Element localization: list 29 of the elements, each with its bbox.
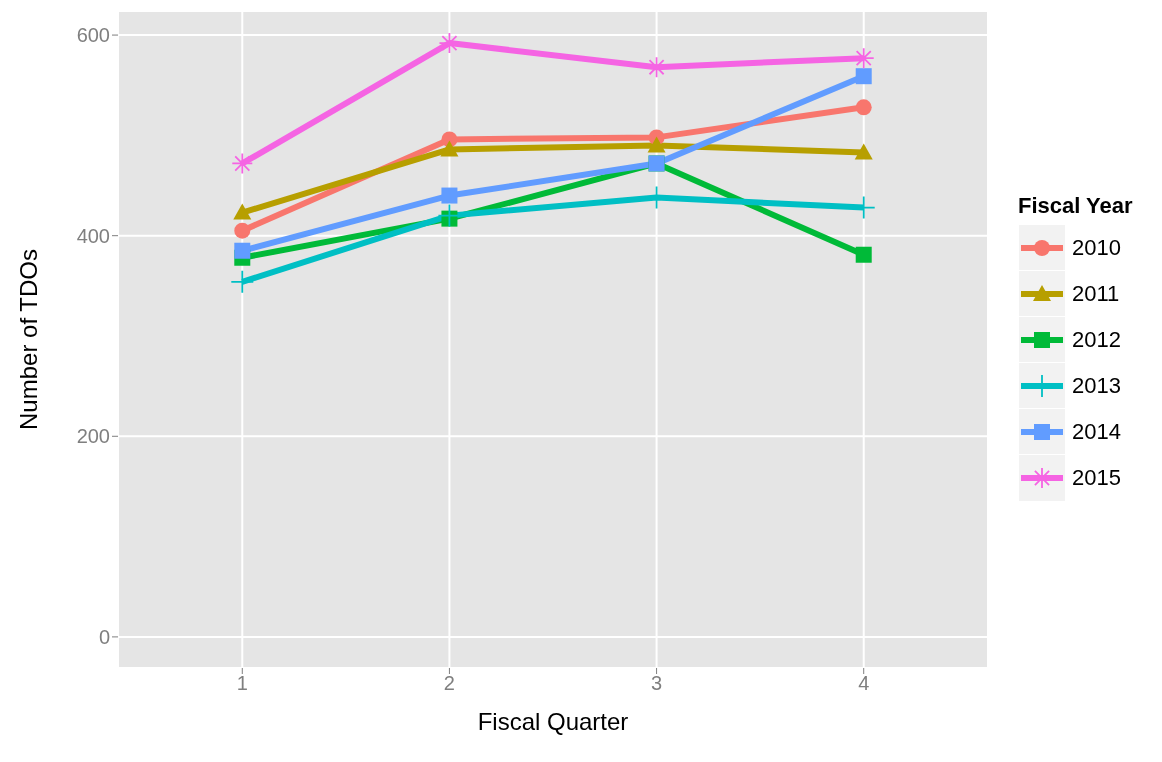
legend-label: 2012 <box>1072 327 1121 353</box>
x-axis-title: Fiscal Quarter <box>477 708 629 735</box>
point <box>234 242 251 259</box>
point <box>854 143 873 160</box>
x-tick-label: 2 <box>443 672 455 695</box>
point <box>440 140 459 157</box>
legend-label: 2015 <box>1072 465 1121 491</box>
point <box>855 246 872 263</box>
point <box>853 48 874 69</box>
point <box>234 222 251 239</box>
legend-label: 2011 <box>1072 281 1120 307</box>
x-tick-label: 3 <box>651 672 663 695</box>
point <box>855 68 872 85</box>
legend-title: Fiscal Year <box>1018 193 1133 219</box>
y-axis-title: Number of TDOs <box>14 249 42 430</box>
point <box>647 136 666 153</box>
x-tick-label: 1 <box>236 672 248 695</box>
point <box>231 270 254 293</box>
x-tick-label: 4 <box>858 672 870 695</box>
point <box>233 203 252 220</box>
y-tick-label: 400 <box>76 224 110 247</box>
y-tick-label: 200 <box>76 425 110 448</box>
point <box>441 187 458 204</box>
y-tick-label: 0 <box>98 626 110 649</box>
legend-label: 2014 <box>1072 419 1121 445</box>
point <box>855 99 872 116</box>
legend-label: 2013 <box>1072 373 1121 399</box>
legend-label: 2010 <box>1072 235 1121 261</box>
y-tick-label: 600 <box>76 24 110 47</box>
